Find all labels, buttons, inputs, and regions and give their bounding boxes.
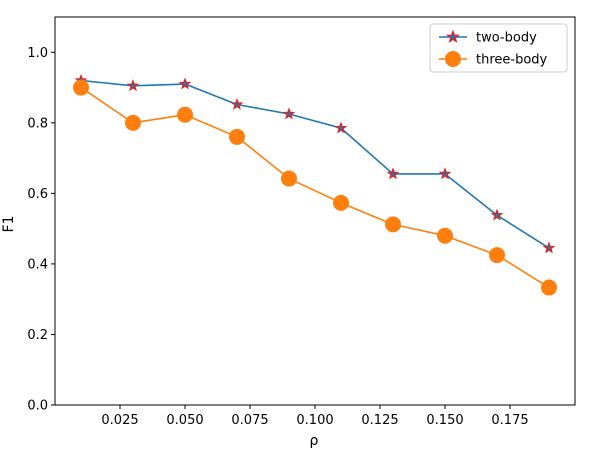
x-tick-label: 0.075 — [231, 413, 268, 428]
series-two-body — [74, 73, 556, 254]
x-tick-label: 0.050 — [166, 413, 203, 428]
legend-label: two-body — [476, 31, 537, 46]
y-tick-label: 1.0 — [27, 46, 48, 61]
chart-marks — [73, 73, 557, 296]
y-tick-label: 0.2 — [27, 328, 48, 343]
data-point — [282, 107, 296, 120]
data-point — [490, 208, 504, 221]
data-point — [281, 170, 297, 187]
data-point — [229, 128, 245, 145]
data-point — [489, 247, 505, 264]
y-tick-label: 0.8 — [27, 116, 48, 131]
data-point — [126, 79, 140, 92]
legend-box — [429, 23, 568, 73]
data-point — [438, 167, 452, 180]
data-point — [542, 241, 556, 254]
data-point — [386, 167, 400, 180]
x-tick-label: 0.125 — [361, 413, 398, 428]
legend-marker — [445, 51, 461, 67]
data-point — [437, 227, 453, 244]
data-point — [385, 216, 401, 233]
legend-marker — [446, 29, 460, 43]
data-point — [541, 279, 557, 296]
chart-axes: 0.025 0.050 0.075 0.100 0.125 0.150 0.175 0.0 0.… — [27, 16, 576, 428]
data-point — [73, 79, 89, 96]
x-tick-label: 0.175 — [491, 413, 528, 428]
data-point — [230, 97, 244, 110]
data-point — [125, 114, 141, 131]
series-line — [80, 86, 550, 289]
series-three-body — [73, 79, 557, 296]
legend-label: three-body — [476, 53, 548, 68]
y-axis-label: F1 — [1, 216, 17, 233]
y-tick-label: 0.4 — [27, 257, 48, 272]
data-point — [333, 194, 349, 211]
x-tick-label: 0.025 — [101, 413, 138, 428]
x-axis-label: ρ — [310, 433, 319, 449]
legend: two-body three-body — [429, 23, 568, 73]
data-point — [178, 77, 192, 90]
data-point — [334, 121, 348, 134]
x-tick-label: 0.150 — [426, 413, 463, 428]
series-line — [80, 79, 550, 249]
y-tick-label: 0.6 — [27, 187, 48, 202]
data-point — [177, 106, 193, 123]
x-tick-label: 0.100 — [296, 413, 333, 428]
y-tick-label: 0.0 — [27, 399, 48, 414]
